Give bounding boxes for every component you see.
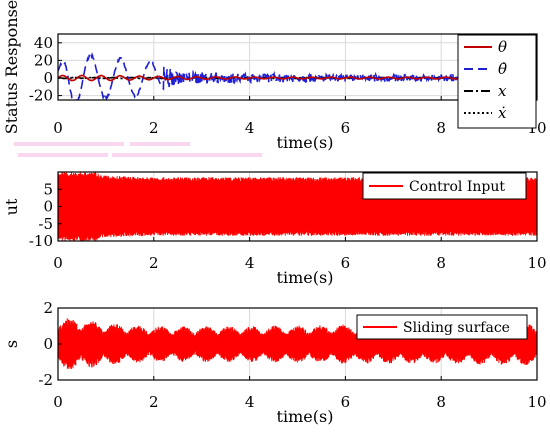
x-tick-label: 8	[436, 393, 446, 411]
y-tick-label: -10	[29, 232, 53, 250]
x-tick-label: 2	[149, 119, 159, 137]
y-tick-label: 0	[43, 198, 53, 216]
x-tick-label: 4	[245, 254, 255, 272]
legend-label: ẋ	[498, 104, 507, 122]
x-tick-label: 6	[341, 393, 351, 411]
y-tick-label: 40	[34, 34, 53, 52]
y-tick-label: -2	[38, 371, 53, 389]
y-tick-label: 20	[34, 51, 53, 69]
sliding-surface-legend: Sliding surface	[356, 314, 528, 340]
y-tick-label: -5	[38, 215, 53, 233]
x-tick-label: 8	[436, 254, 446, 272]
x-tick-label: 4	[245, 393, 255, 411]
y-tick-label: 5	[43, 180, 53, 198]
x-tick-label: 10	[527, 254, 546, 272]
x-tick-label: 2	[149, 254, 159, 272]
y-tick-label: 0	[43, 335, 53, 353]
status-response-axes-frame	[57, 33, 538, 101]
control-input-legend: Control Input	[362, 172, 527, 200]
x-tick-label: 2	[149, 393, 159, 411]
x-tick-label: 0	[53, 393, 63, 411]
pink-smear-artifact	[14, 142, 262, 157]
x-tick-label: 0	[53, 254, 63, 272]
x-tick-label: 4	[245, 119, 255, 137]
legend-label: θ̇	[498, 60, 507, 78]
y-tick-label: 2	[43, 299, 53, 317]
x-tick-label: 6	[341, 254, 351, 272]
x-tick-label: 6	[341, 119, 351, 137]
status-response-legend: θ θ̇ xẋ	[457, 34, 537, 129]
x-tick-label: 8	[436, 119, 446, 137]
sliding-surface-xlabel: time(s)	[277, 407, 334, 426]
y-tick-label: 0	[43, 69, 53, 87]
sliding-surface-ylabel: s	[2, 340, 21, 348]
status-response-xlabel: time(s)	[277, 133, 334, 152]
x-tick-label: 0	[53, 119, 63, 137]
x-tick-label: 10	[527, 393, 546, 411]
legend-label: Sliding surface	[403, 320, 510, 336]
legend-box	[457, 34, 537, 129]
legend-label: x	[498, 82, 507, 100]
series-line	[58, 74, 537, 82]
y-tick-label: -20	[29, 87, 53, 105]
status-response-ylabel: Status Response	[2, 0, 21, 134]
legend-label: Control Input	[409, 179, 505, 195]
control-input-ylabel: ut	[2, 198, 21, 215]
legend-label: θ	[498, 38, 507, 56]
control-input-xlabel: time(s)	[277, 268, 334, 287]
